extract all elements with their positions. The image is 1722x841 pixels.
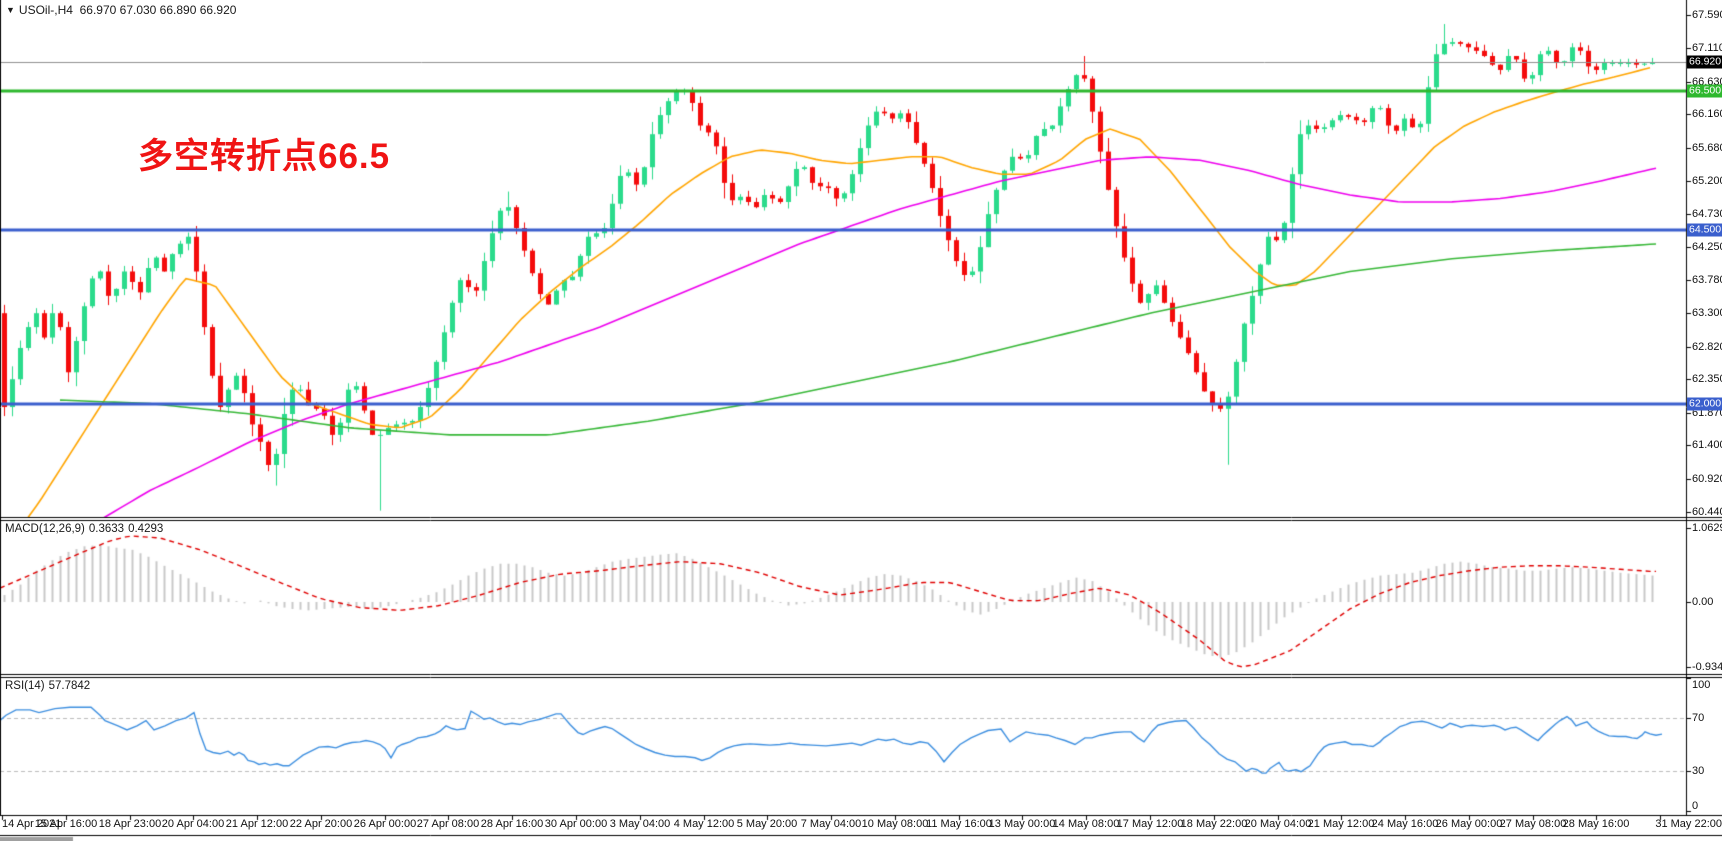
- main-price-pane[interactable]: [0, 0, 1686, 517]
- macd-pane[interactable]: [0, 522, 1686, 674]
- rsi-pane[interactable]: [0, 678, 1686, 815]
